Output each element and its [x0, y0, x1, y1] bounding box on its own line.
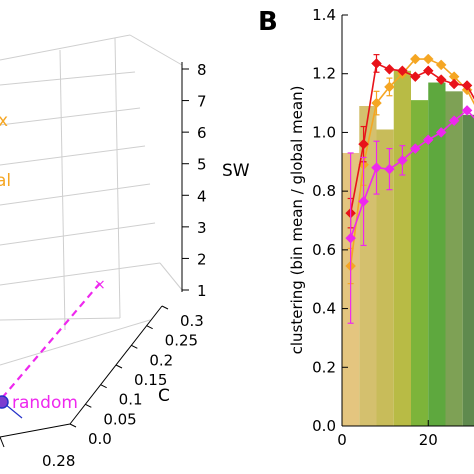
c-tick	[85, 403, 92, 408]
panel-b-bars	[342, 70, 474, 427]
panel-b-x-ticks: 0 20	[337, 420, 438, 449]
data-point	[371, 97, 382, 109]
y-tick-label: 1.4	[312, 6, 336, 24]
sw-tick-label: 4	[197, 187, 207, 205]
c-tick-label: 0.25	[165, 332, 198, 350]
y-tick-label: 1.0	[312, 123, 336, 141]
random-point-marker	[0, 395, 9, 409]
data-point	[409, 71, 421, 83]
data-point	[371, 58, 382, 69]
data-point	[422, 53, 434, 65]
y-tick-label: 0.6	[312, 241, 336, 259]
panel-b-chart: B 0.0 0.2 0.4 0.6 0.8 1.0 1.2 1.4 0 20 clusterin…	[258, 6, 474, 449]
x-axis-tick-label: 0.28	[42, 452, 75, 470]
c-tick	[146, 325, 153, 330]
sw-tick-label: 1	[197, 282, 207, 300]
data-point	[397, 154, 408, 166]
bar	[411, 100, 429, 426]
y-tick-label: 0.4	[312, 300, 336, 318]
x-tick-label: 20	[419, 431, 438, 449]
y-tick-label: 0.0	[312, 417, 336, 435]
bar	[393, 70, 411, 427]
x-axis-tick	[0, 436, 5, 448]
c-tick-label: 0.15	[134, 371, 167, 389]
panel-b-label: B	[258, 7, 278, 37]
sw-tick-label: 6	[197, 124, 207, 142]
data-point	[435, 59, 447, 71]
x-axis-line	[0, 423, 71, 438]
data-point	[384, 163, 395, 175]
data-point	[435, 74, 447, 85]
bar	[462, 114, 474, 427]
magenta-x-marker: ×	[94, 277, 106, 293]
data-point	[422, 134, 434, 146]
sw-tick-label: 5	[197, 156, 207, 174]
data-point	[409, 143, 421, 154]
bar	[428, 82, 446, 427]
c-tick-label: 0.3	[180, 312, 204, 330]
panel-b-y-axis-label: clustering (bin mean / global mean)	[288, 86, 306, 355]
orange-annotation-al: al	[0, 171, 11, 191]
c-tick-label: 0.2	[149, 351, 173, 369]
sw-axis-label: SW	[222, 161, 250, 181]
y-tick-label: 0.8	[312, 182, 336, 200]
data-point	[358, 138, 369, 150]
data-point	[384, 63, 395, 75]
bar	[445, 91, 463, 426]
bar	[376, 129, 394, 426]
orange-annotation-x: x	[0, 111, 8, 131]
c-tick	[131, 344, 138, 349]
sw-tick-label: 7	[197, 93, 207, 111]
c-tick	[115, 364, 123, 369]
c-axis-label: C	[158, 386, 170, 406]
magenta-series	[345, 105, 474, 324]
panel-a-grid	[0, 34, 183, 366]
panel-b-series	[345, 53, 474, 324]
c-tick-label: 0.05	[103, 410, 136, 428]
panel-a-3d-plot: 1 2 3 4 5 6 7 8 SW 0.0 0.050.1 0.15 0.20.25 0.3 C 0…	[0, 34, 250, 470]
data-point	[345, 232, 356, 244]
c-axis-ticks: 0.0 0.050.1 0.15 0.20.25 0.3	[69, 305, 204, 448]
data-point	[384, 81, 395, 93]
x-tick-label: 0	[337, 431, 347, 449]
data-point	[448, 78, 460, 90]
data-point	[422, 65, 434, 77]
data-point	[448, 115, 460, 127]
data-point	[435, 127, 447, 138]
y-tick-label: 0.2	[312, 358, 336, 376]
c-tick	[100, 384, 107, 389]
data-point	[461, 105, 473, 116]
sw-axis-ticks: 1 2 3 4 5 6 7 8	[182, 61, 207, 300]
sw-tick-label: 3	[197, 219, 207, 237]
panel-b-y-ticks: 0.0 0.2 0.4 0.6 0.8 1.0 1.2 1.4	[312, 6, 348, 435]
data-point	[358, 196, 369, 207]
data-point	[409, 53, 421, 65]
random-annotation: random	[12, 393, 78, 413]
data-point	[371, 162, 382, 174]
c-tick	[69, 423, 77, 428]
c-tick-label: 0.0	[88, 430, 112, 448]
data-point	[397, 65, 408, 77]
data-point	[461, 80, 473, 91]
sw-tick-label: 2	[197, 250, 207, 268]
sw-tick-label: 8	[197, 61, 207, 79]
y-tick-label: 1.2	[312, 65, 336, 83]
c-tick	[161, 305, 169, 310]
c-tick-label: 0.1	[119, 391, 143, 409]
magenta-dashed-series	[1, 282, 101, 399]
